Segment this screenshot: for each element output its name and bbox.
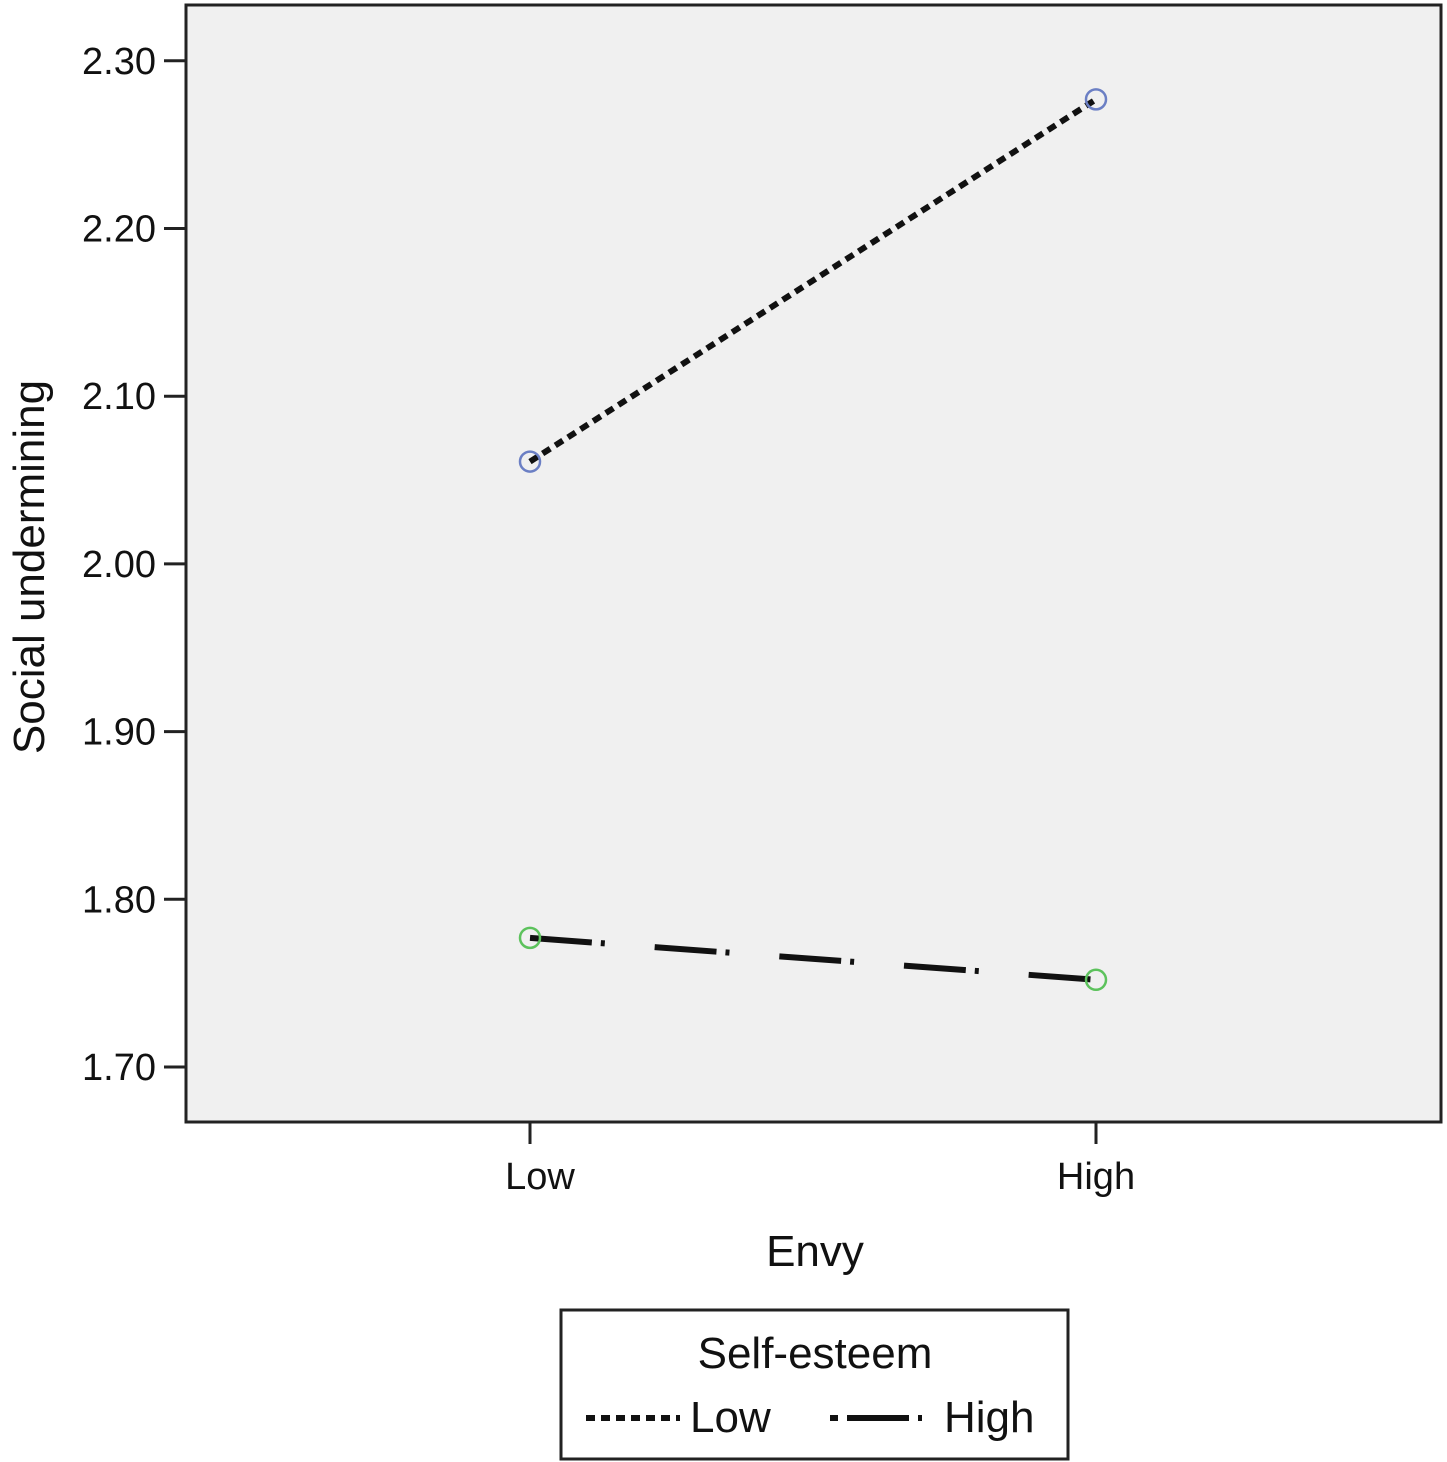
data-point-low-low [518,450,542,473]
legend-box [559,1308,1070,1461]
y-tick-label: 2.30 [82,41,156,83]
plot-area [184,3,1443,1124]
y-tick-label: 2.00 [82,544,156,586]
y-tick-label: 1.80 [82,879,156,921]
y-tick-label: 1.90 [82,712,156,754]
legend-title: Self-esteem [698,1329,933,1378]
data-point-high-low [518,926,542,950]
y-axis-title: Social undermining [5,380,54,754]
data-point-high-high [1084,968,1108,992]
data-point-low-high [1084,88,1108,111]
y-tick-label: 2.10 [82,376,156,418]
x-tick-label: Low [505,1156,575,1198]
x-axis-title: Envy [766,1227,864,1276]
y-tick-label: 2.20 [82,209,156,251]
legend-label-high: High [944,1393,1035,1442]
series-line-high [529,934,1097,983]
y-axis: 1.70 1.80 1.90 2.00 2.10 2.20 2.30 [82,41,186,1089]
x-tick-label: High [1057,1156,1135,1198]
legend: Self-esteem Low High [559,1308,1070,1461]
series-line-low [528,96,1098,465]
y-tick-label: 1.70 [82,1047,156,1089]
legend-label-low: Low [690,1393,771,1442]
x-axis: Low High [505,1122,1135,1198]
series-layer [518,88,1108,992]
